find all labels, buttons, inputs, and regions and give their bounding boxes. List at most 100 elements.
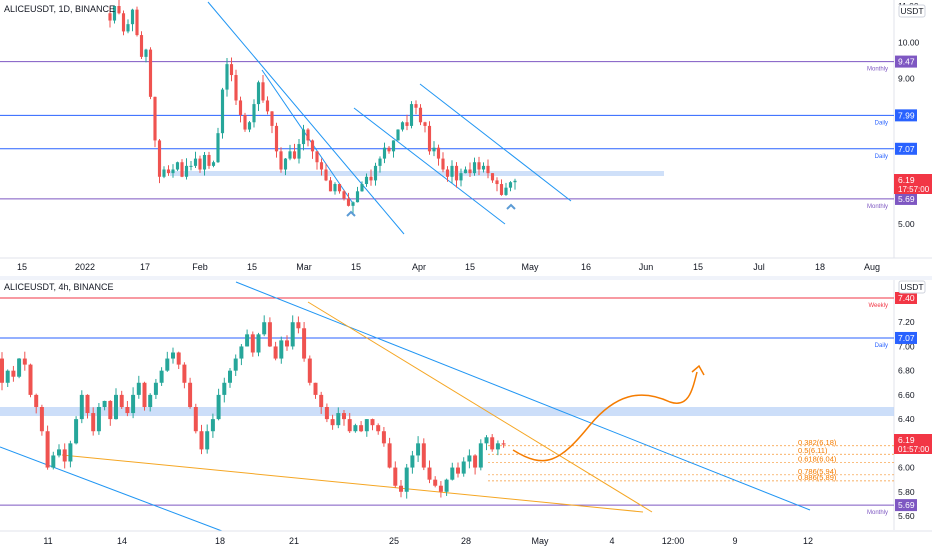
candle[interactable]	[261, 74, 265, 103]
top-currency-label[interactable]: USDT	[898, 4, 926, 18]
channel-lower-line[interactable]	[353, 107, 506, 225]
trendline-long-down[interactable]	[235, 281, 811, 511]
candle[interactable]	[112, 5, 117, 24]
candle[interactable]	[450, 462, 455, 481]
candle[interactable]	[351, 201, 355, 214]
candle[interactable]	[210, 413, 215, 438]
candle[interactable]	[274, 122, 279, 158]
candle[interactable]	[239, 344, 244, 366]
candle[interactable]	[373, 162, 378, 186]
candle[interactable]	[216, 388, 221, 421]
candle[interactable]	[265, 96, 270, 115]
candle[interactable]	[207, 151, 211, 169]
candle[interactable]	[85, 394, 90, 419]
candle[interactable]	[68, 440, 73, 468]
candle[interactable]	[445, 166, 450, 182]
candle[interactable]	[296, 316, 301, 334]
candle[interactable]	[162, 166, 166, 179]
candle[interactable]	[256, 80, 261, 112]
projection-path[interactable]	[512, 364, 705, 462]
candle[interactable]	[102, 400, 107, 411]
candle[interactable]	[353, 423, 358, 433]
candle[interactable]	[245, 329, 250, 347]
candle[interactable]	[423, 121, 427, 133]
candle[interactable]	[130, 8, 135, 32]
candle[interactable]	[347, 413, 352, 433]
candle[interactable]	[91, 407, 96, 436]
candle[interactable]	[39, 404, 44, 436]
candle[interactable]	[74, 416, 79, 445]
candle[interactable]	[243, 112, 247, 132]
fib-retracement[interactable]: 0.382(6.18)0.5(6.11)0.618(6.04) 0.786(5.9…	[488, 438, 894, 482]
candle[interactable]	[405, 114, 409, 131]
candle[interactable]	[382, 142, 387, 164]
candle[interactable]	[484, 435, 489, 451]
candle[interactable]	[319, 391, 324, 414]
candle[interactable]	[45, 425, 50, 470]
candle[interactable]	[267, 317, 272, 348]
wedge-lower-line[interactable]	[61, 454, 644, 513]
candle[interactable]	[468, 162, 472, 177]
candle[interactable]	[504, 182, 508, 196]
candle[interactable]	[247, 121, 252, 133]
candle[interactable]	[176, 351, 181, 370]
candle[interactable]	[184, 158, 189, 180]
candle[interactable]	[513, 178, 517, 190]
candle[interactable]	[301, 124, 306, 151]
candle[interactable]	[199, 424, 204, 455]
candle[interactable]	[262, 315, 267, 337]
candle[interactable]	[62, 443, 67, 469]
candle[interactable]	[175, 161, 180, 171]
candle[interactable]	[355, 186, 360, 203]
candle[interactable]	[153, 378, 158, 400]
candle[interactable]	[427, 121, 432, 155]
candle[interactable]	[57, 444, 61, 458]
candle[interactable]	[288, 144, 292, 161]
candle[interactable]	[153, 96, 157, 148]
candle[interactable]	[96, 403, 101, 435]
candle[interactable]	[432, 141, 436, 157]
candle[interactable]	[11, 365, 16, 382]
candle[interactable]	[409, 101, 414, 129]
trendline-down-1[interactable]	[207, 1, 405, 235]
candle[interactable]	[337, 183, 342, 194]
candle[interactable]	[171, 347, 175, 364]
bottom-price-axis[interactable]: 7.407.207.006.806.606.406.206.005.805.60	[898, 293, 915, 521]
candle[interactable]	[108, 6, 112, 28]
candle[interactable]	[463, 166, 468, 174]
bottom-time-axis[interactable]: 11 14 18 21 25 28 May 4 12:00 9 12	[43, 536, 813, 546]
candle[interactable]	[225, 57, 229, 97]
candle[interactable]	[418, 104, 423, 126]
candle[interactable]	[51, 451, 56, 470]
candle[interactable]	[421, 438, 426, 471]
candle[interactable]	[216, 127, 220, 163]
candle[interactable]	[416, 436, 421, 462]
candle[interactable]	[28, 363, 33, 398]
candle[interactable]	[131, 387, 136, 419]
candle[interactable]	[233, 354, 238, 376]
candle[interactable]	[359, 421, 364, 433]
candle[interactable]	[114, 388, 118, 420]
candle[interactable]	[495, 440, 500, 456]
candle[interactable]	[222, 377, 227, 403]
candle[interactable]	[472, 157, 477, 176]
candle[interactable]	[461, 457, 466, 477]
candle[interactable]	[473, 454, 478, 475]
candle[interactable]	[490, 434, 495, 452]
candle[interactable]	[136, 375, 141, 399]
candle[interactable]	[256, 332, 261, 357]
candle[interactable]	[135, 6, 139, 37]
candle[interactable]	[499, 179, 504, 196]
candle[interactable]	[336, 407, 341, 429]
candle[interactable]	[165, 351, 170, 372]
candle[interactable]	[193, 403, 198, 434]
candle[interactable]	[376, 423, 381, 435]
daily-chart-pane[interactable]: Monthly Daily Daily Monthly ALICEUSDT, 1D, …	[0, 0, 932, 272]
candle[interactable]	[34, 393, 39, 414]
candle[interactable]	[238, 96, 243, 123]
candle[interactable]	[477, 156, 481, 176]
candle[interactable]	[456, 462, 460, 478]
candle[interactable]	[414, 100, 418, 115]
candle[interactable]	[5, 369, 10, 388]
candle[interactable]	[126, 19, 130, 34]
